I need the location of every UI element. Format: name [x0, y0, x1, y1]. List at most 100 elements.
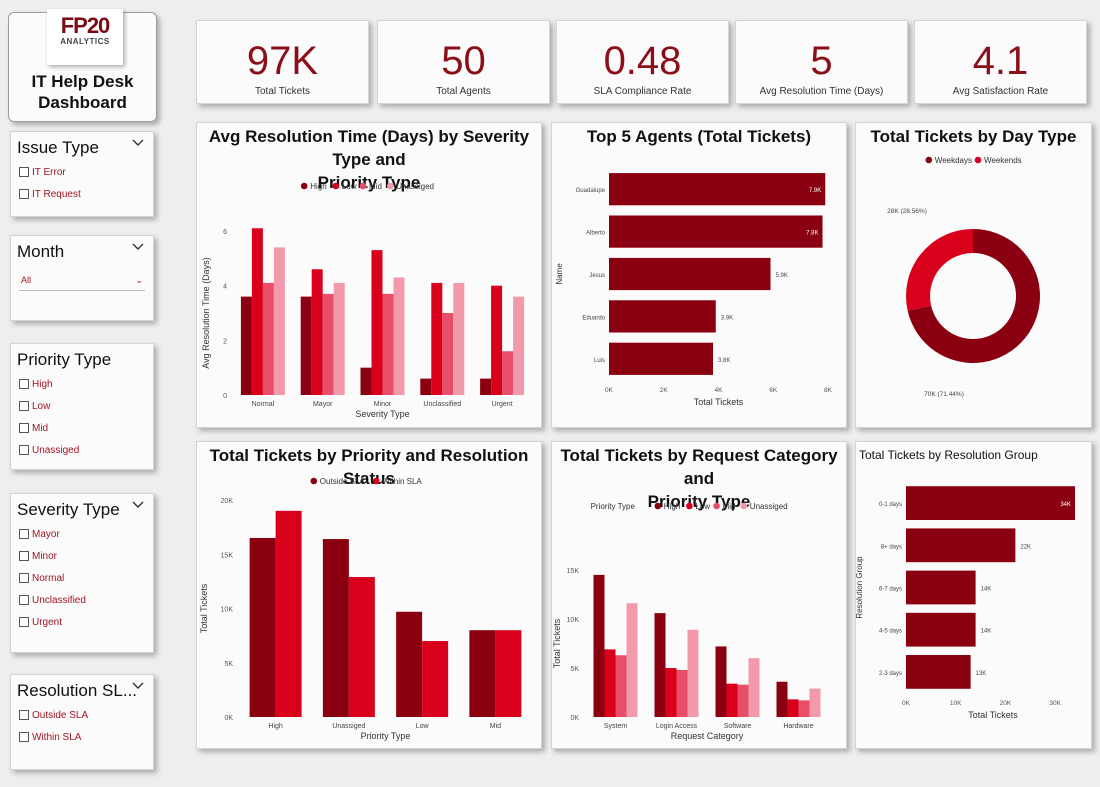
x-tick-label: Normal — [252, 401, 275, 408]
y-tick-label: Luis — [594, 358, 605, 364]
slicer-option-outside-sla[interactable]: Outside SLA — [19, 708, 88, 722]
legend-label: High — [664, 502, 680, 511]
checkbox-icon[interactable] — [19, 573, 29, 583]
slicer-option-low[interactable]: Low — [19, 399, 50, 413]
checkbox-icon[interactable] — [19, 189, 29, 199]
slicer-resolution-sla: Resolution SL... Outside SLA Within SLA — [10, 674, 154, 770]
option-label: Unassiged — [32, 444, 80, 456]
slicer-priority-type: Priority Type High Low Mid Unassiged — [10, 343, 154, 470]
slicer-option-it-request[interactable]: IT Request — [19, 187, 81, 201]
x-axis-label: Severity Type — [355, 409, 409, 419]
slicer-title: Issue Type — [17, 138, 99, 157]
chart-title: Top 5 Agents (Total Tickets) — [586, 127, 812, 146]
option-label: Minor — [32, 550, 58, 562]
data-label: 14K — [981, 587, 992, 593]
x-tick-label: System — [604, 723, 628, 730]
logo-text: FP20 — [60, 13, 111, 38]
checkbox-icon[interactable] — [19, 551, 29, 561]
slicer-option-it-error[interactable]: IT Error — [19, 165, 66, 179]
data-label: 70K (71.44%) — [924, 391, 964, 398]
x-axis-label: Total Tickets — [968, 710, 1018, 720]
slicer-option-unclassified[interactable]: Unclassified — [19, 593, 86, 607]
data-label: 3.8K — [718, 358, 730, 364]
checkbox-icon[interactable] — [19, 732, 29, 742]
checkbox-icon[interactable] — [19, 710, 29, 720]
dashboard-title-card: FP20 ANALYTICS IT Help Desk Dashboard — [8, 9, 157, 122]
data-label: 7.8K — [806, 231, 818, 237]
bar — [513, 296, 525, 395]
top-agents-chart: Guadalupe 7.9K Alberto 7.8K Jesus 5.9K Eduardo… — [555, 173, 833, 407]
x-tick-label: Hardware — [783, 723, 813, 730]
kpi-sla-compliance: 0.48 SLA Compliance Rate — [556, 20, 729, 104]
slicer-option-mayor[interactable]: Mayor — [19, 527, 60, 541]
priority-resolution-chart: Outside SLA Within SLA 0K 5K 10K 15K 20K High Un… — [199, 477, 522, 741]
slicer-issue-type: Issue Type IT Error IT Request — [10, 131, 154, 217]
bar — [626, 603, 638, 717]
chevron-down-icon[interactable] — [131, 681, 145, 695]
x-tick-label: Urgent — [492, 401, 513, 408]
slicer-option-urgent[interactable]: Urgent — [19, 615, 62, 629]
slicer-option-mid[interactable]: Mid — [19, 421, 48, 435]
checkbox-icon[interactable] — [19, 445, 29, 455]
y-tick-label: 5K — [570, 666, 579, 673]
slicer-option-normal[interactable]: Normal — [19, 571, 64, 585]
bar — [906, 612, 976, 647]
bar — [748, 658, 760, 717]
checkbox-icon[interactable] — [19, 617, 29, 627]
checkbox-icon[interactable] — [19, 401, 29, 411]
bar — [249, 537, 276, 717]
option-label: Low — [32, 400, 51, 412]
legend-label: Weekends — [984, 156, 1022, 165]
legend-label: Within SLA — [382, 477, 422, 486]
bar — [798, 700, 810, 717]
chevron-down-icon[interactable] — [131, 500, 145, 514]
bar — [251, 228, 263, 395]
bar — [360, 367, 372, 395]
bar — [495, 630, 522, 717]
checkbox-icon[interactable] — [19, 379, 29, 389]
y-tick-label: 4-5 days — [879, 629, 902, 635]
legend-label: Low — [342, 182, 357, 191]
chevron-down-icon: ⌄ — [135, 275, 143, 285]
y-axis-label: Resolution Group — [855, 556, 864, 619]
x-tick-label: Minor — [374, 401, 392, 408]
x-tick-label: 0K — [902, 700, 911, 707]
bar — [609, 300, 716, 333]
dropdown-value: All — [21, 275, 32, 285]
chevron-down-icon[interactable] — [131, 242, 145, 256]
slicer-option-minor[interactable]: Minor — [19, 549, 57, 563]
chart-title: Total Tickets by Day Type — [870, 127, 1077, 146]
x-tick-label: 0K — [605, 387, 614, 394]
y-tick-label: 8+ days — [881, 544, 902, 550]
bar — [311, 269, 323, 395]
bar — [609, 342, 714, 375]
checkbox-icon[interactable] — [19, 167, 29, 177]
bar — [431, 282, 443, 395]
legend-marker — [372, 477, 380, 485]
checkbox-icon[interactable] — [19, 423, 29, 433]
month-dropdown[interactable]: All ⌄ — [19, 272, 145, 291]
legend-title: Priority Type — [591, 502, 636, 511]
slicer-option-within-sla[interactable]: Within SLA — [19, 730, 81, 744]
slicer-option-high[interactable]: High — [19, 377, 53, 391]
legend-marker — [359, 182, 367, 190]
slicer-title: Month — [17, 242, 65, 261]
legend-marker — [974, 156, 982, 164]
y-tick-label: 20K — [221, 498, 234, 505]
resolution-group-chart: 0-1 days 34K 8+ days 22K 6-7 days 14K 4-5 days… — [855, 486, 1076, 720]
y-axis-label: Total Tickets — [199, 583, 209, 633]
chart-resolution-group: Total Tickets by Resolution Group 0-1 da… — [855, 441, 1092, 749]
chevron-down-icon[interactable] — [131, 138, 145, 152]
checkbox-icon[interactable] — [19, 529, 29, 539]
checkbox-icon[interactable] — [19, 595, 29, 605]
legend-marker — [713, 502, 720, 510]
slicer-option-unassiged[interactable]: Unassiged — [19, 443, 79, 457]
bar — [442, 313, 454, 395]
y-tick-label: 0K — [570, 715, 579, 722]
x-tick-label: 2K — [660, 387, 669, 394]
bar — [615, 655, 627, 717]
bar — [275, 510, 302, 717]
avg-resolution-chart: High Low Mid Unassiged 0 2 4 6 Normal Mayor Minor U… — [201, 182, 525, 419]
option-label: Within SLA — [32, 731, 82, 743]
y-tick-label: 2-3 days — [879, 671, 902, 677]
